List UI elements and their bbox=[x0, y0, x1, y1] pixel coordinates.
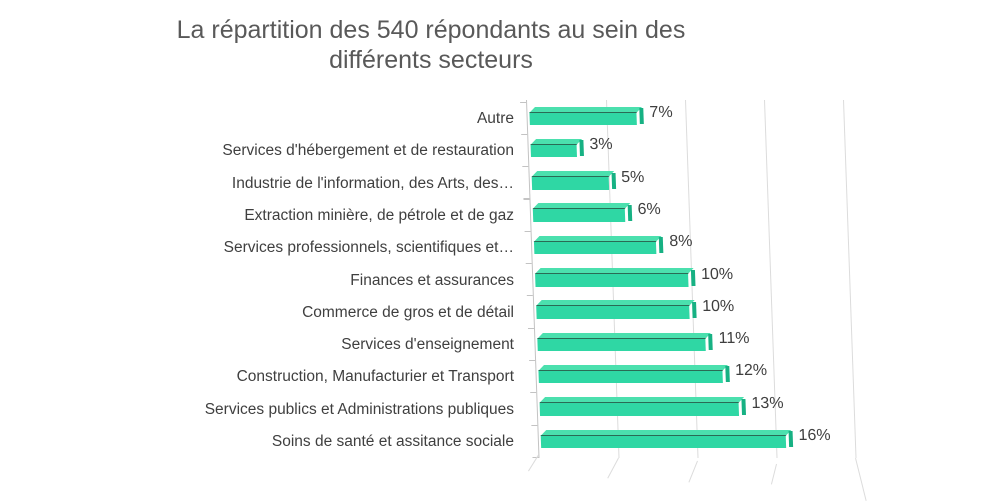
bar-top-face bbox=[531, 171, 614, 177]
bar-value-label: 16% bbox=[798, 427, 831, 444]
category-label: Services professionnels, scientifiques e… bbox=[223, 239, 514, 257]
floor-gridline bbox=[688, 460, 699, 483]
bar-end-cap bbox=[741, 398, 746, 415]
category-label: Services publics et Administrations publ… bbox=[204, 400, 514, 418]
category-label: Finances et assurances bbox=[350, 271, 514, 289]
bar: 7% bbox=[529, 104, 673, 125]
bar-end-cap bbox=[788, 431, 793, 447]
bar: 12% bbox=[538, 362, 767, 384]
bar: 10% bbox=[535, 266, 733, 287]
bar: 5% bbox=[531, 169, 645, 190]
axis-tick bbox=[531, 424, 538, 426]
bar-value-label: 11% bbox=[718, 330, 750, 348]
bar-top-face bbox=[538, 364, 728, 371]
bar-end-cap bbox=[724, 366, 730, 383]
bar-end-cap bbox=[639, 108, 644, 124]
bar-top-face bbox=[533, 203, 631, 209]
bar: 8% bbox=[533, 233, 693, 255]
bar-top-face bbox=[534, 235, 662, 242]
category-axis: Autre Services d'hébergement et de restau… bbox=[0, 100, 514, 480]
bar: 13% bbox=[539, 395, 784, 416]
bar: 10% bbox=[536, 298, 735, 319]
gridline bbox=[843, 100, 857, 458]
bar-value-label: 7% bbox=[649, 104, 673, 121]
bar-end-cap bbox=[611, 172, 616, 189]
chart-title: La répartition des 540 répondants au sei… bbox=[176, 16, 686, 74]
axis-tick bbox=[527, 327, 534, 329]
axis-tick bbox=[524, 230, 531, 232]
floor-gridline bbox=[855, 457, 867, 501]
bar-value-label: 3% bbox=[589, 136, 613, 154]
bar: 16% bbox=[540, 427, 831, 448]
category-label: Services d'enseignement bbox=[341, 336, 514, 354]
bar: 6% bbox=[532, 201, 661, 222]
axis-tick bbox=[520, 101, 527, 103]
bar-top-face bbox=[529, 106, 643, 112]
bar-value-label: 12% bbox=[734, 362, 768, 380]
axis-tick bbox=[523, 198, 530, 200]
bar-end-cap bbox=[627, 204, 633, 221]
bar-top-face bbox=[536, 300, 695, 306]
bar-top-face bbox=[530, 138, 582, 145]
floor-gridline bbox=[770, 463, 778, 485]
bar-value-label: 10% bbox=[701, 297, 735, 315]
bar: 3% bbox=[530, 136, 613, 158]
bar-value-label: 6% bbox=[637, 200, 662, 218]
axis-tick bbox=[530, 392, 537, 394]
bar-top-face bbox=[539, 397, 745, 403]
bar-end-cap bbox=[708, 334, 714, 351]
bar-value-label: 10% bbox=[700, 265, 734, 283]
category-label: Services d'hébergement et de restauratio… bbox=[222, 142, 514, 160]
axis-tick bbox=[522, 166, 529, 168]
bar-value-label: 5% bbox=[620, 168, 645, 186]
floor-gridline bbox=[607, 457, 620, 479]
bar-top-face bbox=[535, 268, 694, 274]
axis-tick bbox=[521, 133, 528, 135]
bar-end-cap bbox=[579, 140, 584, 157]
category-label: Extraction minière, de pétrole et de gaz bbox=[244, 206, 514, 224]
plot-area: 7% 3% 5% 6% 8% 10% 10% 11% 12% 13% 16% bbox=[520, 100, 892, 458]
axis-tick bbox=[526, 295, 533, 297]
bar-top-face bbox=[540, 429, 792, 435]
bar-end-cap bbox=[690, 269, 696, 286]
axis-tick bbox=[529, 359, 536, 362]
category-label: Construction, Manufacturier et Transport bbox=[236, 368, 514, 386]
axis-tick bbox=[525, 263, 532, 265]
bar-end-cap bbox=[659, 237, 664, 254]
category-label: Soins de santé et assitance sociale bbox=[271, 433, 514, 450]
bar-end-cap bbox=[692, 301, 697, 318]
bar-value-label: 8% bbox=[669, 233, 693, 251]
category-label: Industrie de l'information, des Arts, de… bbox=[231, 174, 514, 192]
category-label: Commerce de gros et de détail bbox=[302, 303, 514, 321]
bar-value-label: 13% bbox=[751, 394, 784, 412]
category-label: Autre bbox=[476, 110, 514, 127]
bar: 11% bbox=[537, 330, 750, 352]
bar-top-face bbox=[537, 332, 712, 339]
